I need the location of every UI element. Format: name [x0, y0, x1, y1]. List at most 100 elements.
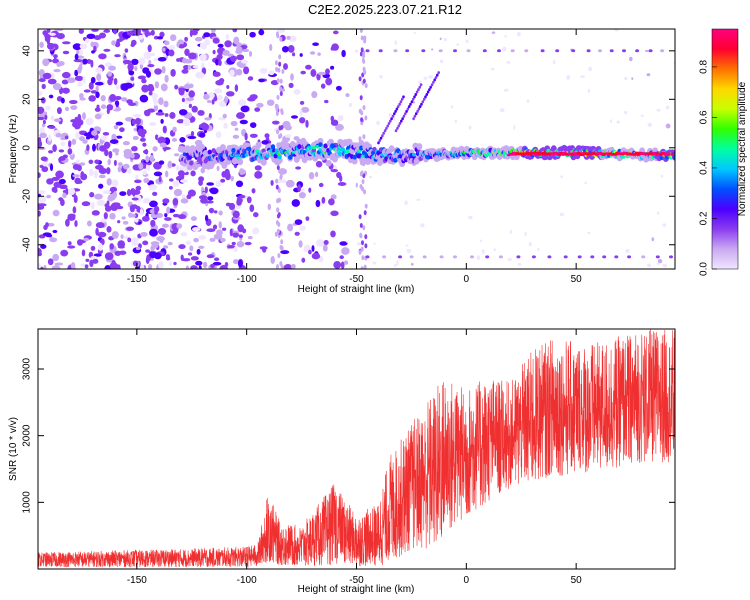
streak-cell [277, 67, 281, 73]
noise-cell [121, 216, 126, 220]
noise-cell [368, 175, 373, 179]
streak-cell [279, 173, 283, 179]
harmonic-cell [577, 255, 582, 259]
harmonic-cell [453, 49, 457, 53]
noise-cell [45, 105, 51, 111]
streak-cell [360, 110, 364, 116]
noise-cell [167, 241, 173, 246]
noise-cell [145, 163, 151, 172]
diagonal-streak-cell [398, 102, 401, 106]
diagonal-streak-cell [425, 93, 429, 96]
noise-cell [233, 36, 240, 45]
streak-cell [280, 264, 284, 269]
noise-cell [134, 179, 142, 184]
noise-cell [81, 249, 86, 257]
noise-cell [94, 113, 102, 120]
noise-cell [46, 178, 54, 185]
signal-halo [221, 161, 228, 169]
diagonal-streak-cell [396, 126, 399, 130]
diagonal-streak-cell [418, 85, 422, 89]
streak-cell [358, 249, 362, 255]
noise-cell [119, 127, 125, 133]
noise-cell [177, 170, 185, 177]
noise-cell [178, 109, 188, 116]
noise-cell [53, 118, 62, 123]
noise-cell [150, 52, 156, 57]
noise-cell [45, 234, 53, 238]
noise-cell [113, 191, 117, 199]
noise-cell [631, 77, 634, 80]
noise-cell [168, 49, 175, 57]
noise-cell [53, 54, 58, 59]
diagonal-streak-cell [381, 134, 384, 138]
signal-halo [275, 158, 282, 166]
noise-cell [111, 40, 117, 46]
noise-cell [202, 261, 208, 269]
noise-cell [41, 83, 46, 90]
noise-cell [147, 44, 152, 53]
noise-cell [325, 77, 333, 86]
noise-cell [299, 225, 306, 231]
harmonic-cell [655, 255, 660, 259]
noise-cell [93, 170, 98, 179]
noise-cell [330, 194, 337, 200]
noise-cell [61, 71, 71, 79]
noise-cell [130, 153, 135, 159]
noise-cell [221, 227, 227, 231]
noise-cell [75, 159, 80, 164]
noise-cell [73, 195, 78, 203]
noise-cell [92, 143, 96, 152]
noise-cell [160, 83, 168, 92]
noise-cell [207, 196, 214, 201]
signal-cell [297, 144, 302, 150]
noise-cell [517, 31, 521, 37]
harmonic-cell [531, 255, 536, 259]
streak-cell [276, 94, 280, 100]
noise-cell [128, 102, 137, 106]
noise-cell [113, 124, 119, 130]
streak-cell [364, 203, 368, 209]
noise-cell [69, 99, 78, 105]
noise-cell [552, 60, 556, 65]
streak-cell [364, 83, 368, 89]
noise-cell [162, 198, 170, 204]
harmonic-cell [365, 255, 370, 259]
diagonal-streak-cell [417, 88, 420, 92]
noise-cell [157, 227, 167, 235]
snr-x-axis-title: Height of straight line (km) [298, 584, 415, 595]
noise-cell [198, 179, 203, 186]
noise-cell [172, 180, 180, 187]
noise-cell [83, 132, 92, 137]
streak-cell [363, 210, 367, 216]
noise-cell [138, 162, 144, 170]
noise-cell [86, 58, 92, 65]
noise-cell [232, 29, 238, 33]
noise-cell [184, 83, 191, 90]
noise-cell [129, 213, 136, 218]
noise-cell [506, 60, 511, 64]
streak-cell [362, 53, 366, 59]
noise-cell [74, 75, 84, 82]
noise-cell [264, 133, 270, 139]
noise-cell [229, 69, 235, 77]
noise-cell [122, 163, 130, 170]
noise-cell [143, 177, 150, 184]
signal-halo [351, 157, 358, 165]
diagonal-streak-cell [377, 141, 380, 145]
noise-cell [82, 58, 88, 65]
noise-cell [139, 94, 149, 103]
noise-cell [48, 94, 54, 99]
noise-cell [76, 239, 84, 246]
diagonal-streak-cell [390, 117, 393, 121]
noise-cell [61, 41, 71, 45]
streak-cell [361, 179, 365, 185]
noise-cell [76, 164, 82, 172]
noise-cell [158, 175, 162, 183]
noise-cell [148, 184, 158, 191]
noise-cell [42, 72, 52, 80]
noise-cell [42, 30, 48, 36]
noise-cell [198, 245, 205, 249]
harmonic-cell [485, 255, 490, 259]
noise-cell [587, 88, 590, 94]
noise-cell [159, 142, 167, 148]
